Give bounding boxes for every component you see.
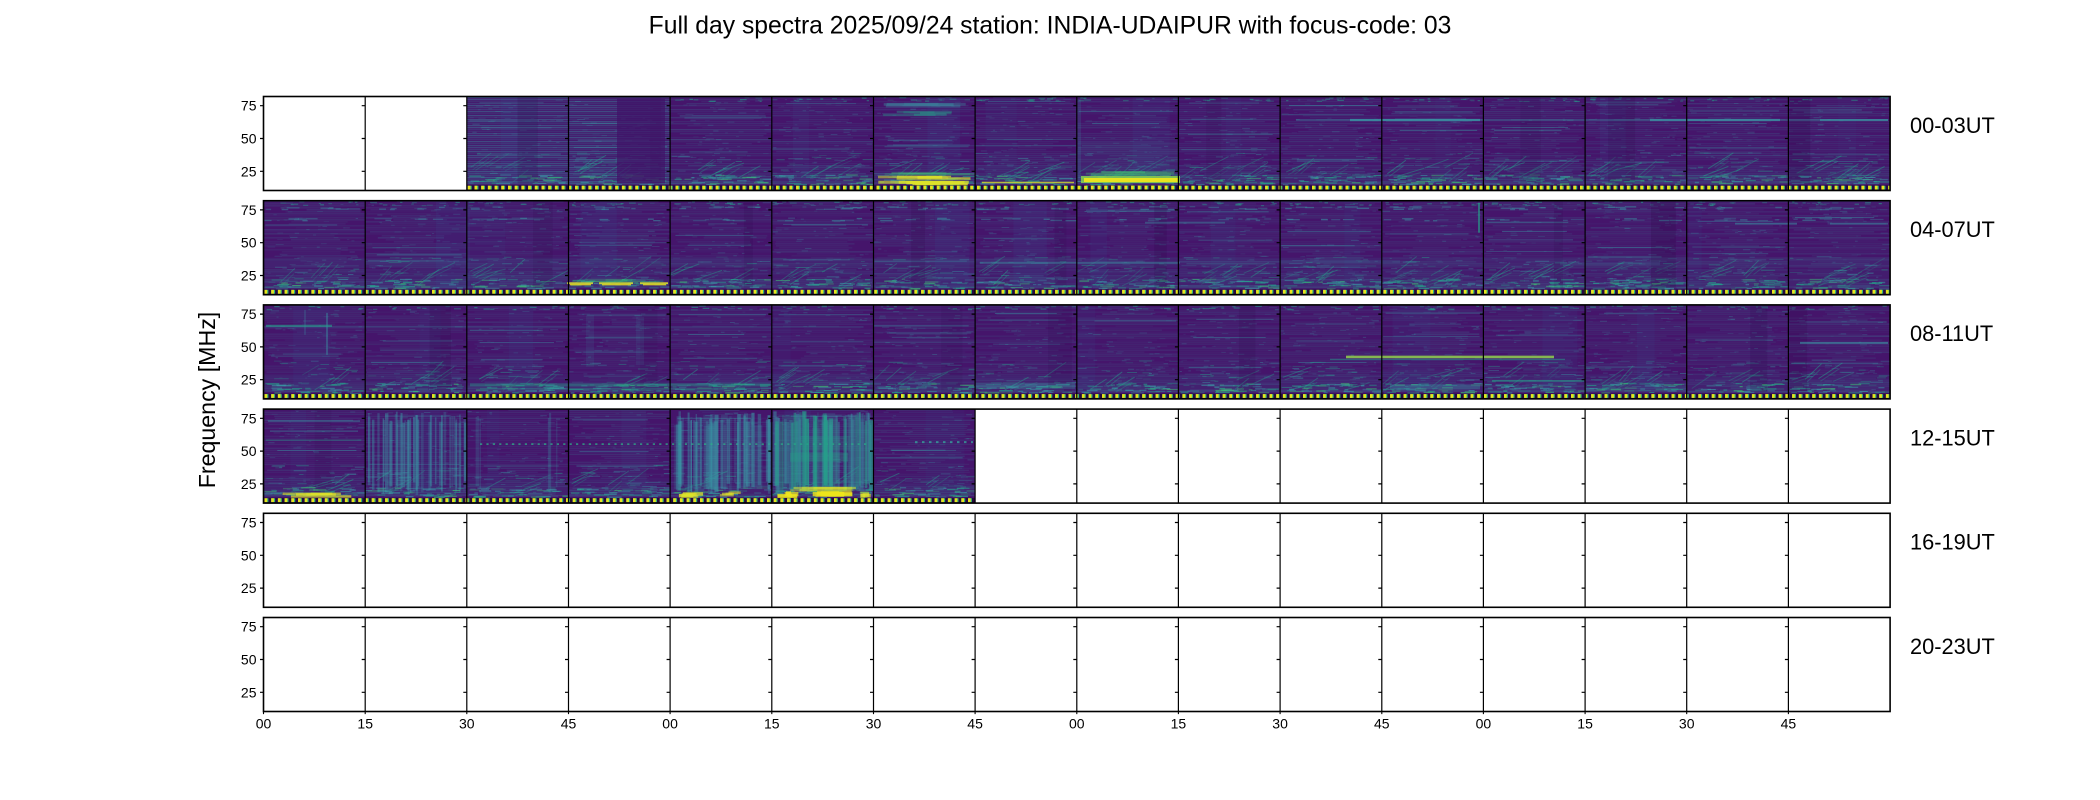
svg-text:16-19UT: 16-19UT (1910, 530, 1995, 555)
svg-text:30: 30 (459, 716, 475, 732)
svg-text:45: 45 (561, 716, 577, 732)
svg-text:25: 25 (241, 372, 257, 388)
svg-text:50: 50 (241, 131, 257, 147)
svg-text:25: 25 (241, 476, 257, 492)
svg-text:12-15UT: 12-15UT (1910, 425, 1995, 450)
svg-text:50: 50 (241, 652, 257, 668)
svg-text:50: 50 (241, 235, 257, 251)
svg-text:25: 25 (241, 684, 257, 700)
svg-text:15: 15 (764, 716, 780, 732)
svg-text:75: 75 (241, 306, 257, 322)
svg-text:00: 00 (1476, 716, 1492, 732)
svg-text:45: 45 (1781, 716, 1797, 732)
svg-text:50: 50 (241, 443, 257, 459)
svg-text:00-03UT: 00-03UT (1910, 113, 1995, 138)
svg-text:25: 25 (241, 268, 257, 284)
svg-text:30: 30 (1679, 716, 1695, 732)
svg-text:30: 30 (866, 716, 882, 732)
svg-text:25: 25 (241, 163, 257, 179)
svg-text:15: 15 (1171, 716, 1187, 732)
svg-text:75: 75 (241, 515, 257, 531)
svg-text:00: 00 (256, 716, 272, 732)
svg-text:00: 00 (1069, 716, 1085, 732)
svg-text:00: 00 (662, 716, 678, 732)
svg-text:25: 25 (241, 580, 257, 596)
svg-text:50: 50 (241, 547, 257, 563)
svg-text:15: 15 (357, 716, 373, 732)
svg-text:45: 45 (1374, 716, 1390, 732)
svg-text:45: 45 (967, 716, 983, 732)
svg-text:15: 15 (1577, 716, 1593, 732)
svg-text:Full day spectra 2025/09/24 st: Full day spectra 2025/09/24 station: IND… (649, 13, 1452, 40)
svg-text:Frequency [MHz]: Frequency [MHz] (194, 312, 220, 489)
svg-text:75: 75 (241, 202, 257, 218)
svg-text:50: 50 (241, 339, 257, 355)
svg-text:75: 75 (241, 98, 257, 114)
svg-text:75: 75 (241, 619, 257, 635)
svg-text:30: 30 (1272, 716, 1288, 732)
svg-text:75: 75 (241, 410, 257, 426)
svg-text:08-11UT: 08-11UT (1910, 321, 1993, 346)
svg-text:20-23UT: 20-23UT (1910, 634, 1995, 659)
svg-text:04-07UT: 04-07UT (1910, 217, 1995, 242)
